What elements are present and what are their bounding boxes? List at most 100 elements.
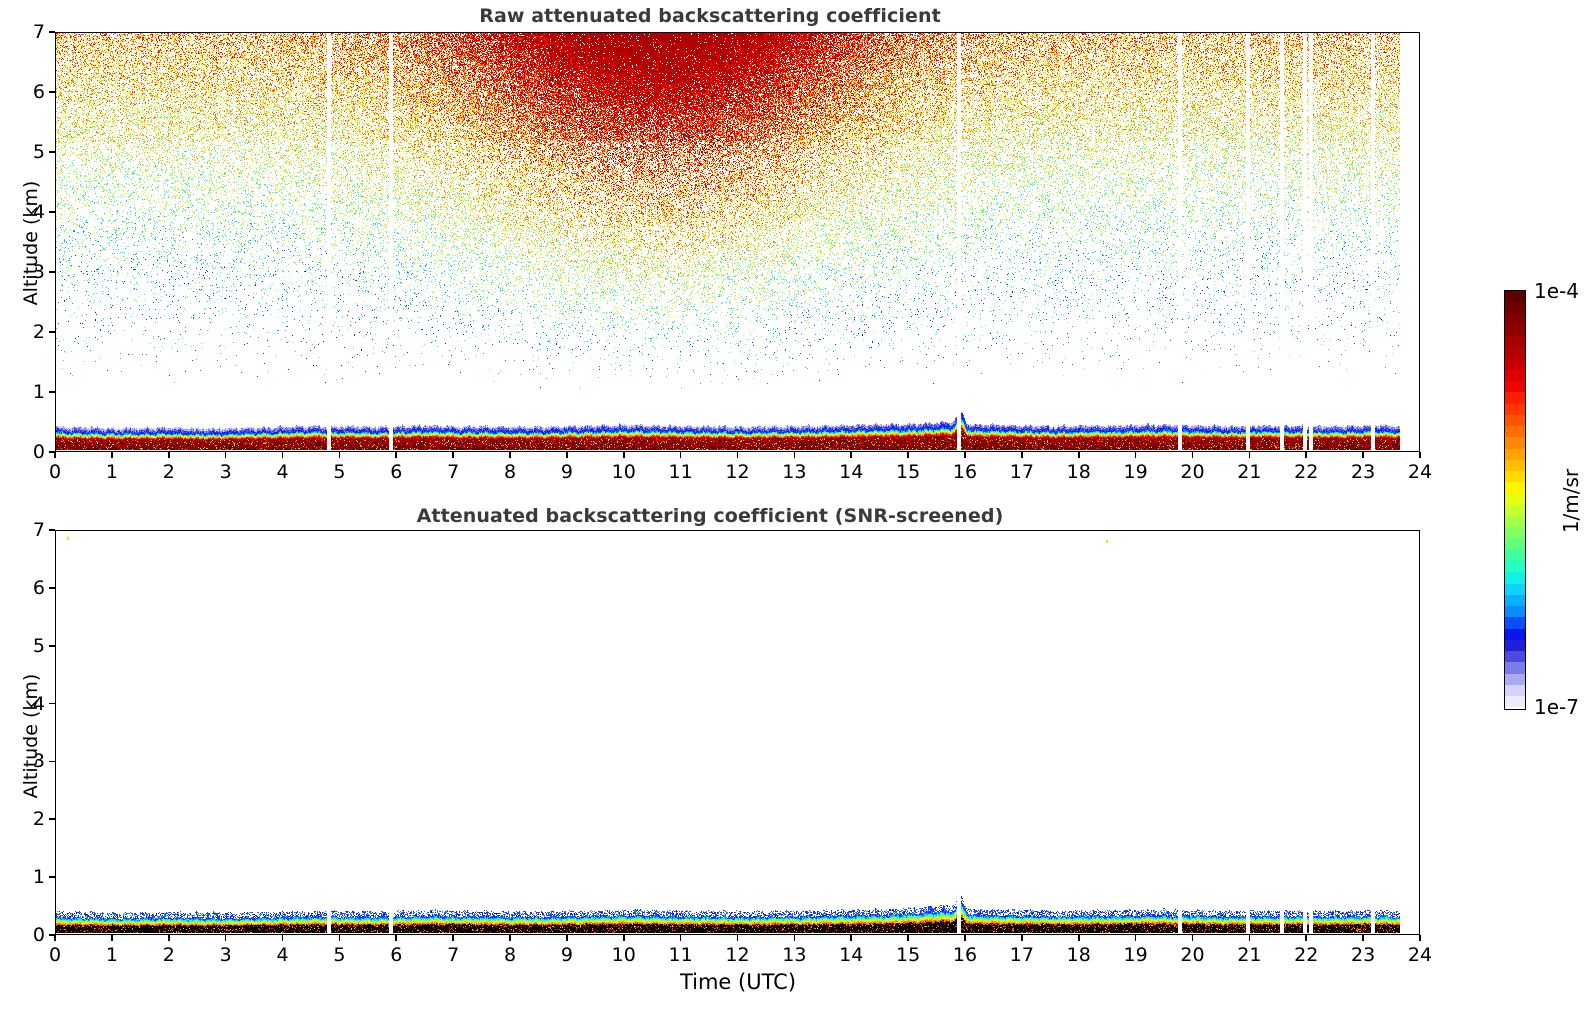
x-tick-label: 18 xyxy=(1066,944,1091,966)
x-tick-label: 3 xyxy=(219,461,232,483)
colorbar-segment xyxy=(1505,549,1525,561)
colorbar-segment xyxy=(1505,381,1525,393)
panel-screened-title: Attenuated backscattering coefficient (S… xyxy=(416,505,1004,527)
x-tick-label: 12 xyxy=(725,944,750,966)
x-tick xyxy=(1419,935,1421,941)
x-tick xyxy=(1021,452,1023,458)
colorbar-segment xyxy=(1505,639,1525,651)
x-tick xyxy=(338,452,341,458)
y-tick xyxy=(49,91,55,93)
x-tick xyxy=(224,452,227,458)
y-tick xyxy=(49,271,55,273)
panel-raw: Raw attenuated backscattering coefficien… xyxy=(0,0,1595,500)
y-tick xyxy=(49,451,55,453)
x-tick xyxy=(1362,935,1364,941)
y-tick xyxy=(49,644,55,647)
panel-screened: Attenuated backscattering coefficient (S… xyxy=(0,500,1595,1020)
x-tick xyxy=(1077,452,1080,458)
x-tick-label: 12 xyxy=(725,461,750,483)
x-tick-label: 9 xyxy=(560,461,573,483)
panel-screened-xlabel: Time (UTC) xyxy=(679,970,797,994)
x-tick-label: 10 xyxy=(611,461,636,483)
colorbar-segment xyxy=(1505,516,1525,528)
x-tick xyxy=(1248,452,1251,458)
axes-raw xyxy=(55,32,1420,452)
x-tick xyxy=(1191,452,1194,458)
x-tick-label: 7 xyxy=(447,461,460,483)
x-tick xyxy=(1362,452,1364,458)
x-tick-label: 10 xyxy=(611,944,636,966)
colorbar-segment xyxy=(1505,684,1525,696)
colorbar-segment xyxy=(1505,302,1525,314)
y-tick-label: 5 xyxy=(32,634,45,657)
y-tick-label: 4 xyxy=(32,692,45,715)
x-tick-label: 3 xyxy=(219,944,232,966)
x-tick xyxy=(167,935,170,941)
x-tick-label: 21 xyxy=(1237,461,1262,483)
x-tick xyxy=(395,935,398,941)
axes-screened xyxy=(55,530,1420,935)
x-tick xyxy=(1134,935,1137,941)
panel-raw-title: Raw attenuated backscattering coefficien… xyxy=(479,5,941,27)
colorbar-segment xyxy=(1505,291,1525,303)
x-tick xyxy=(111,935,113,941)
x-tick xyxy=(111,452,113,458)
x-tick xyxy=(54,935,56,941)
y-tick xyxy=(49,331,55,333)
x-tick xyxy=(850,935,853,941)
x-tick-label: 22 xyxy=(1294,461,1319,483)
y-tick-label: 4 xyxy=(32,201,45,223)
x-tick-label: 24 xyxy=(1407,461,1433,483)
colorbar-segment xyxy=(1505,583,1525,595)
x-tick xyxy=(736,935,739,941)
x-tick xyxy=(281,452,284,458)
x-tick xyxy=(1305,452,1308,458)
x-tick-label: 19 xyxy=(1123,944,1148,966)
x-tick xyxy=(964,452,966,458)
y-tick-label: 1 xyxy=(32,866,45,889)
y-tick xyxy=(49,151,55,153)
x-tick-label: 19 xyxy=(1123,461,1148,483)
colorbar-gradient xyxy=(1504,290,1526,710)
y-tick-label: 1 xyxy=(32,381,45,403)
x-tick-label: 17 xyxy=(1009,944,1034,966)
x-tick xyxy=(224,935,227,941)
y-tick-label: 6 xyxy=(32,576,45,599)
x-tick xyxy=(281,935,284,941)
panel-raw-ylabel: Altitude (km) xyxy=(20,180,42,306)
y-tick-label: 6 xyxy=(32,81,45,103)
x-tick-label: 14 xyxy=(839,944,864,966)
y-tick xyxy=(49,818,55,821)
colorbar-segment xyxy=(1505,628,1525,640)
x-tick xyxy=(907,452,909,458)
colorbar-segment xyxy=(1505,504,1525,516)
x-tick-label: 6 xyxy=(390,461,403,483)
x-tick-label: 9 xyxy=(560,944,573,966)
x-tick-label: 2 xyxy=(162,461,175,483)
x-tick-label: 20 xyxy=(1180,461,1205,483)
x-tick xyxy=(566,935,568,941)
x-tick-label: 17 xyxy=(1009,461,1034,483)
x-tick xyxy=(964,935,966,941)
x-tick xyxy=(54,452,56,458)
colorbar-segment xyxy=(1505,493,1525,505)
colorbar-segment xyxy=(1505,617,1525,629)
y-tick-label: 0 xyxy=(32,924,45,946)
colorbar-segment xyxy=(1505,313,1525,325)
x-tick xyxy=(850,452,853,458)
x-tick xyxy=(1021,935,1023,941)
x-tick xyxy=(1077,935,1080,941)
colorbar-segment xyxy=(1505,369,1525,381)
x-tick xyxy=(907,935,909,941)
x-tick-label: 24 xyxy=(1407,944,1433,966)
colorbar-min-label: 1e-7 xyxy=(1534,695,1579,719)
y-tick xyxy=(49,31,55,33)
x-tick xyxy=(1248,935,1251,941)
x-tick-label: 13 xyxy=(782,944,807,966)
colorbar-unit-label: 1/m/sr xyxy=(1559,468,1583,534)
colorbar-segment xyxy=(1505,594,1525,606)
x-tick-label: 2 xyxy=(162,944,175,966)
x-tick-label: 8 xyxy=(503,944,517,966)
x-tick xyxy=(793,935,796,941)
x-tick xyxy=(679,935,682,941)
